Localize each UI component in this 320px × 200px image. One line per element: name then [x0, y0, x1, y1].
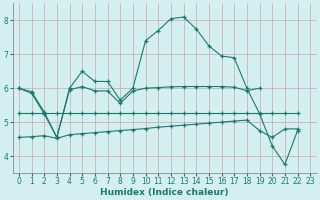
- X-axis label: Humidex (Indice chaleur): Humidex (Indice chaleur): [100, 188, 229, 197]
